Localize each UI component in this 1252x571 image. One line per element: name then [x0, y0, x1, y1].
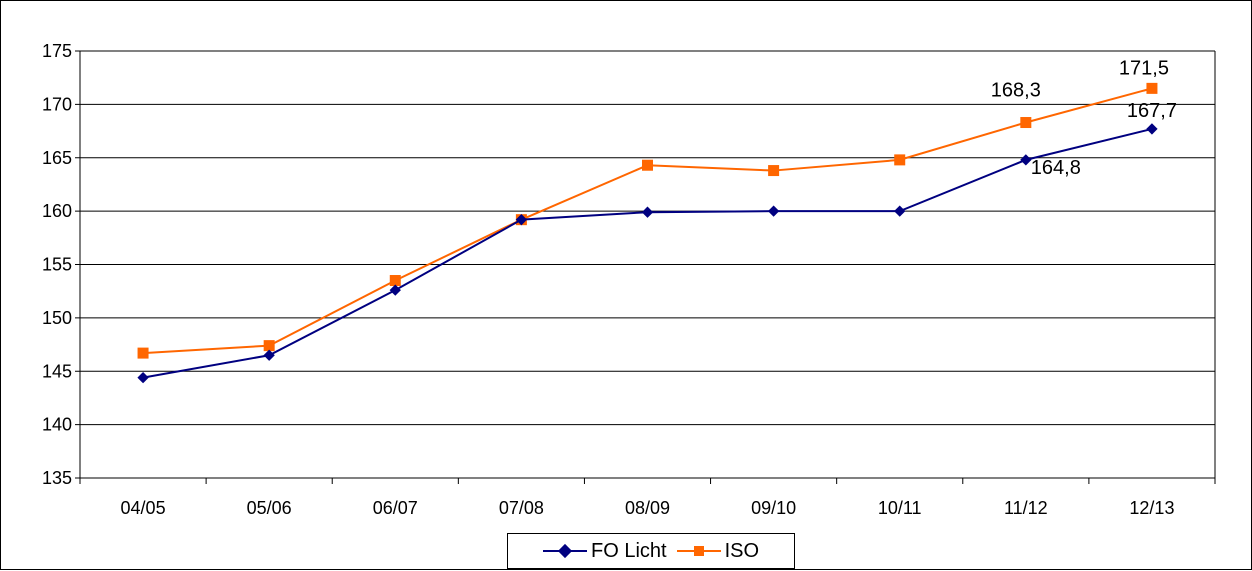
y-tick-label: 170	[42, 94, 72, 114]
data-point-fo-licht	[137, 371, 149, 384]
legend-marker-fo-licht	[542, 543, 587, 559]
data-point-iso	[768, 165, 780, 177]
x-tick-label: 06/07	[373, 498, 418, 518]
legend-label-fo-licht: FO Licht	[590, 539, 667, 562]
data-point-iso	[1146, 82, 1158, 94]
data-label: 168,3	[991, 80, 1041, 102]
data-point-iso	[137, 347, 149, 359]
legend-label-iso: ISO	[724, 539, 760, 562]
data-point-fo-licht	[1020, 154, 1032, 166]
x-tick-label: 10/11	[878, 498, 922, 518]
x-tick-label: 12/13	[1129, 498, 1174, 518]
y-tick-label: 175	[42, 41, 72, 61]
y-tick-label: 135	[42, 468, 72, 488]
data-point-iso	[642, 159, 653, 171]
data-point-fo-licht	[389, 284, 401, 296]
data-point-fo-licht	[1146, 123, 1158, 135]
y-tick-label: 150	[42, 308, 72, 328]
x-tick-label: 11/12	[1004, 498, 1048, 518]
legend-marker-iso	[676, 546, 721, 556]
data-label: 167,7	[1127, 100, 1177, 122]
x-tick-label: 07/08	[499, 498, 544, 518]
data-point-fo-licht	[894, 205, 906, 217]
data-point-iso	[1020, 117, 1032, 129]
x-tick-label: 04/05	[121, 498, 166, 518]
y-tick-label: 160	[42, 201, 72, 221]
y-tick-label: 140	[42, 415, 72, 435]
data-label: 164,8	[1031, 157, 1081, 179]
series-line-1	[142, 87, 1153, 355]
data-point-fo-licht	[263, 349, 275, 361]
legend: FO Licht ISO	[507, 533, 795, 569]
data-point-iso	[894, 154, 906, 166]
legend-entry-iso: ISO	[676, 539, 760, 563]
y-tick-label: 145	[42, 361, 72, 381]
data-point-fo-licht	[515, 214, 528, 226]
y-tick-label: 165	[42, 148, 72, 168]
x-tick-label: 09/10	[751, 498, 796, 518]
data-point-fo-licht	[641, 206, 654, 218]
data-point-fo-licht	[767, 205, 780, 217]
data-point-iso	[389, 275, 401, 287]
legend-entry-fo-licht: FO Licht	[542, 539, 667, 563]
data-label: 171,5	[1119, 57, 1169, 79]
x-tick-label: 05/06	[247, 498, 292, 518]
y-tick-label: 155	[42, 255, 72, 275]
data-point-iso	[263, 340, 275, 352]
x-tick-label: 08/09	[625, 498, 670, 518]
